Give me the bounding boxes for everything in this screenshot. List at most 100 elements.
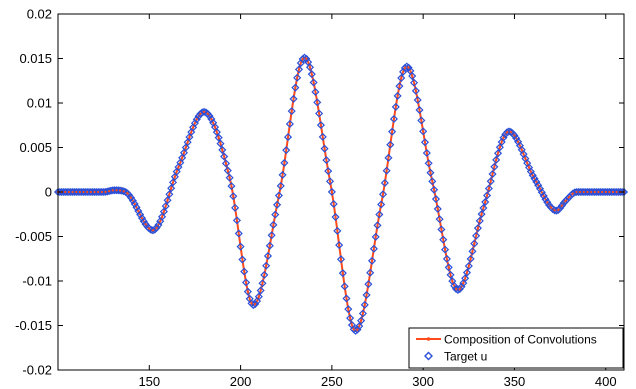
- composition-point: [75, 190, 78, 194]
- target-marker: [139, 217, 148, 226]
- composition-point: [170, 187, 173, 190]
- composition-point: [243, 270, 246, 273]
- composition-point: [433, 188, 436, 191]
- target-marker: [243, 287, 252, 296]
- target-marker: [285, 119, 294, 129]
- target-marker: [254, 292, 263, 301]
- composition-point: [440, 228, 443, 231]
- y-tick-label: -0.02: [22, 363, 52, 378]
- composition-point: [447, 266, 450, 269]
- composition-point: [195, 118, 198, 121]
- composition-point: [217, 136, 220, 139]
- target-marker: [488, 169, 497, 179]
- composition-point: [319, 123, 323, 127]
- target-marker: [159, 207, 168, 216]
- target-marker: [316, 121, 325, 130]
- target-marker: [329, 199, 338, 208]
- target-marker: [384, 153, 393, 162]
- target-marker: [311, 87, 320, 97]
- composition-point: [513, 134, 516, 137]
- composition-point: [122, 190, 125, 193]
- target-marker: [541, 195, 550, 204]
- target-marker: [492, 155, 501, 164]
- target-marker: [503, 128, 512, 137]
- composition-point: [104, 190, 107, 193]
- composition-point: [111, 189, 114, 192]
- composition-point: [414, 89, 417, 92]
- target-marker: [455, 285, 464, 294]
- target-marker: [236, 242, 245, 251]
- target-marker: [256, 286, 265, 295]
- target-marker: [461, 274, 470, 283]
- target-marker: [437, 225, 446, 234]
- target-marker: [273, 200, 282, 209]
- composition-point: [210, 117, 213, 121]
- composition-point: [151, 229, 155, 232]
- target-marker: [136, 210, 145, 219]
- composition-point: [312, 81, 315, 84]
- target-marker: [389, 114, 398, 124]
- target-marker: [229, 192, 238, 201]
- target-marker: [344, 305, 353, 314]
- composition-point: [392, 117, 396, 121]
- composition-point: [422, 130, 425, 133]
- target-marker: [305, 63, 315, 72]
- target-marker: [428, 177, 437, 186]
- composition-point: [571, 192, 574, 195]
- target-marker: [355, 322, 364, 331]
- target-marker: [327, 187, 336, 196]
- composition-point: [221, 148, 224, 152]
- plot-background: [58, 14, 624, 370]
- target-marker: [340, 282, 349, 291]
- composition-point: [608, 190, 611, 194]
- composition-point: [411, 74, 414, 78]
- composition-point: [257, 295, 260, 298]
- target-marker: [373, 221, 382, 230]
- target-marker: [168, 178, 178, 187]
- target-marker: [430, 185, 439, 194]
- composition-point: [137, 209, 140, 213]
- composition-point: [82, 190, 85, 194]
- target-marker: [119, 187, 128, 196]
- legend: Composition of Convolutions Target u: [408, 327, 624, 369]
- target-marker: [360, 300, 369, 309]
- target-marker: [367, 256, 377, 265]
- target-marker: [287, 107, 296, 116]
- composition-point: [155, 226, 158, 229]
- target-marker: [313, 98, 322, 107]
- composition-point: [290, 110, 293, 113]
- target-marker: [232, 216, 241, 225]
- target-marker: [223, 166, 232, 175]
- target-marker: [267, 231, 276, 240]
- composition-point: [480, 212, 483, 216]
- target-marker: [371, 232, 380, 241]
- composition-point: [294, 86, 297, 89]
- composition-point: [202, 110, 206, 113]
- target-marker: [424, 159, 433, 168]
- target-marker: [550, 206, 559, 215]
- composition-point: [297, 68, 301, 71]
- composition-point: [286, 135, 290, 139]
- target-marker: [415, 105, 424, 115]
- composition-point: [224, 162, 228, 165]
- target-marker: [325, 177, 335, 186]
- target-marker: [262, 261, 271, 270]
- composition-point: [159, 220, 162, 223]
- composition-point: [429, 171, 432, 174]
- composition-point: [352, 328, 355, 331]
- composition-point: [579, 190, 582, 194]
- target-marker: [338, 269, 347, 278]
- target-marker: [400, 63, 409, 72]
- target-marker: [484, 184, 493, 193]
- composition-point: [378, 213, 381, 216]
- composition-point: [600, 190, 604, 194]
- target-marker: [126, 193, 136, 202]
- composition-point: [272, 223, 275, 226]
- composition-point: [199, 112, 202, 116]
- ticks-layer: 150 200 250 300 350 400 -0.02 -0.015 -0.01 -0.005…: [15, 7, 624, 389]
- target-marker: [378, 190, 388, 199]
- target-marker: [176, 158, 185, 167]
- composition-point: [250, 302, 253, 305]
- composition-point: [349, 317, 352, 320]
- y-tick-label: -0.01: [22, 274, 52, 289]
